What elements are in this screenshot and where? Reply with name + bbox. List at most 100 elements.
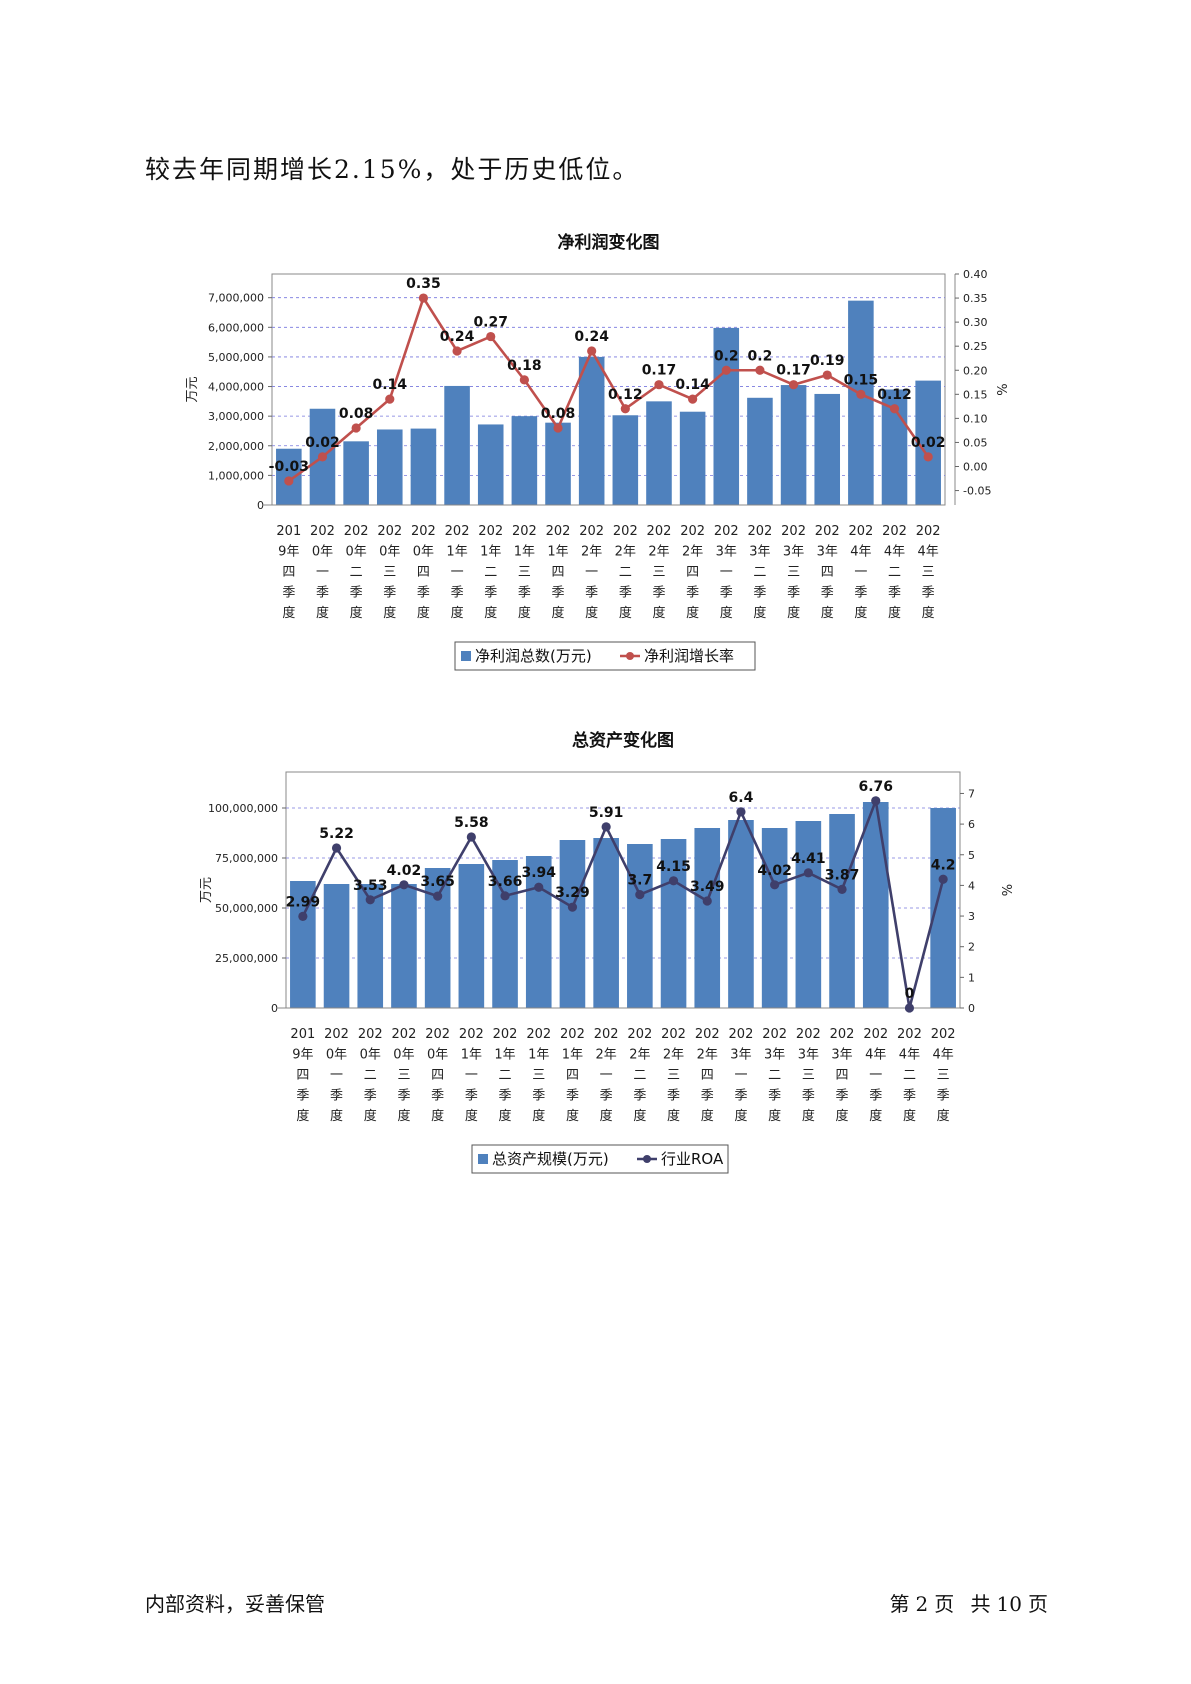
category-label: 202 bbox=[863, 1027, 888, 1042]
data-label: 0.14 bbox=[675, 377, 710, 393]
data-label: 0.24 bbox=[574, 329, 609, 345]
category-label: 0年 bbox=[360, 1048, 381, 1063]
category-label: 季 bbox=[768, 1089, 781, 1104]
category-label: 202 bbox=[560, 1027, 585, 1042]
category-label: 三 bbox=[787, 565, 800, 580]
category-label: 三 bbox=[802, 1068, 815, 1083]
line-point bbox=[284, 476, 294, 486]
category-label: 度 bbox=[836, 1108, 849, 1124]
category-label: 季 bbox=[667, 1089, 680, 1104]
line-point bbox=[500, 891, 510, 901]
category-label: 度 bbox=[316, 605, 329, 621]
category-label: 季 bbox=[451, 586, 464, 601]
data-label: 6.76 bbox=[858, 779, 893, 795]
legend-box bbox=[471, 1144, 729, 1174]
bar bbox=[391, 884, 417, 1008]
right-tick-label: 0.25 bbox=[963, 340, 988, 353]
category-label: 度 bbox=[888, 605, 901, 621]
page-number: 2 bbox=[915, 1592, 929, 1616]
line-point bbox=[871, 796, 881, 806]
line-point bbox=[889, 404, 900, 414]
right-tick-label: 0.35 bbox=[963, 292, 988, 305]
line-point bbox=[923, 452, 933, 462]
data-label: 3.7 bbox=[627, 873, 652, 889]
category-label: 0年 bbox=[326, 1048, 347, 1063]
bar bbox=[593, 838, 619, 1008]
category-label: 202 bbox=[897, 1027, 922, 1042]
data-label: 4.02 bbox=[757, 863, 792, 879]
category-label: 二 bbox=[888, 565, 901, 580]
data-label: 0.02 bbox=[305, 435, 340, 451]
legend-bar-swatch bbox=[478, 1154, 488, 1164]
category-label: 202 bbox=[392, 1027, 417, 1042]
category-label: 度 bbox=[532, 1108, 545, 1124]
line-point bbox=[702, 896, 712, 906]
category-label: 201 bbox=[276, 524, 301, 539]
right-tick-label: -0.05 bbox=[963, 485, 991, 498]
category-label: 季 bbox=[600, 1089, 613, 1104]
category-label: 季 bbox=[937, 1089, 950, 1104]
line-point bbox=[365, 895, 375, 905]
data-label: 0.17 bbox=[776, 363, 811, 379]
category-label: 202 bbox=[459, 1027, 484, 1042]
chart-svg: 总资产变化图025,000,00050,000,00075,000,000100… bbox=[199, 730, 1016, 1174]
bar bbox=[862, 802, 889, 1008]
category-label: 202 bbox=[848, 524, 873, 539]
category-label: 4年 bbox=[884, 545, 905, 560]
category-label: 四 bbox=[296, 1068, 309, 1083]
line-point bbox=[433, 891, 443, 901]
bar bbox=[814, 393, 841, 505]
category-label: 一 bbox=[854, 565, 867, 580]
category-label: 2年 bbox=[615, 545, 636, 560]
category-label: 季 bbox=[417, 586, 430, 601]
bar bbox=[728, 820, 754, 1008]
category-label: 四 bbox=[701, 1068, 714, 1083]
category-label: 季 bbox=[633, 1089, 646, 1104]
line-point bbox=[418, 293, 429, 303]
category-label: 季 bbox=[364, 1089, 377, 1104]
category-label: 度 bbox=[552, 605, 565, 621]
category-label: 一 bbox=[600, 1068, 613, 1083]
category-label: 0年 bbox=[312, 545, 333, 560]
right-tick-label: 0.15 bbox=[963, 388, 988, 401]
data-label: 0.17 bbox=[642, 363, 677, 379]
category-label: 四 bbox=[566, 1068, 579, 1083]
category-label: 202 bbox=[714, 524, 739, 539]
category-label: 4年 bbox=[899, 1048, 920, 1063]
category-label: 度 bbox=[903, 1108, 916, 1124]
page-prefix: 第 bbox=[889, 1592, 910, 1616]
data-label: 5.58 bbox=[454, 815, 489, 831]
left-tick-label: 7,000,000 bbox=[208, 292, 264, 305]
category-label: 202 bbox=[762, 1027, 787, 1042]
category-label: 1年 bbox=[547, 545, 568, 560]
category-label: 2年 bbox=[682, 545, 703, 560]
bar bbox=[458, 864, 485, 1008]
category-label: 季 bbox=[903, 1089, 916, 1104]
category-label: 202 bbox=[377, 524, 402, 539]
category-label: 度 bbox=[686, 605, 699, 621]
line-point bbox=[770, 880, 780, 890]
category-label: 202 bbox=[425, 1027, 450, 1042]
legend-bar-label: 总资产规模(万元) bbox=[492, 1150, 609, 1168]
category-label: 季 bbox=[518, 586, 531, 601]
right-tick-label: 3 bbox=[968, 910, 975, 923]
left-tick-label: 1,000,000 bbox=[208, 469, 264, 482]
category-label: 一 bbox=[720, 565, 733, 580]
category-label: 季 bbox=[330, 1089, 343, 1104]
legend-bar-label: 净利润总数(万元) bbox=[475, 647, 592, 665]
bar bbox=[559, 840, 586, 1008]
category-label: 4年 bbox=[933, 1048, 954, 1063]
data-label: 0.08 bbox=[339, 406, 374, 422]
category-label: 度 bbox=[484, 605, 497, 621]
category-label: 0年 bbox=[345, 545, 366, 560]
category-label: 度 bbox=[330, 1108, 343, 1124]
category-label: 4年 bbox=[918, 545, 939, 560]
line-point bbox=[668, 876, 679, 886]
legend-line-label: 净利润增长率 bbox=[644, 647, 734, 665]
category-label: 1年 bbox=[562, 1048, 583, 1063]
category-label: 季 bbox=[734, 1089, 747, 1104]
left-tick-label: 0 bbox=[271, 1002, 278, 1015]
category-label: 1年 bbox=[461, 1048, 482, 1063]
line-point bbox=[856, 389, 866, 399]
category-label: 四 bbox=[417, 565, 430, 580]
